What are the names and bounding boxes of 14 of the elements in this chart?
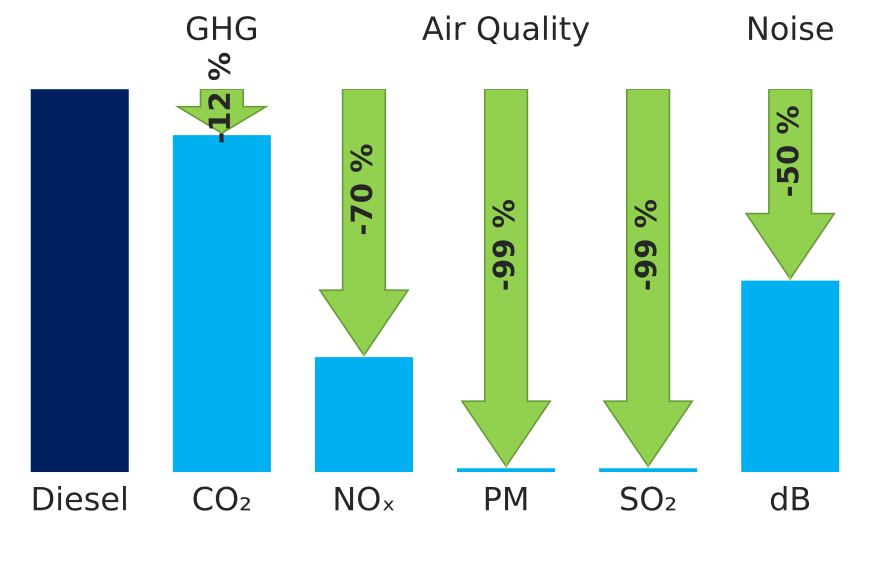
x-tick-label: PM [486,486,526,510]
x-tick-label: CO₂ [194,486,250,511]
annotation: -70 % [350,144,372,234]
text: Air Quality [422,16,590,46]
x-tick-label: dB [770,486,810,511]
annotation: -99 % [492,200,515,290]
x-tick-label: SO₂ [621,486,676,511]
x-tick-label: NOₓ [335,486,394,511]
annotation: -50 % [776,106,799,196]
text: GHG [186,16,256,40]
x-tick-label: Diesel [34,486,126,511]
text: Noise [749,16,833,40]
annotation: -99 % [634,200,657,290]
annotation: -12 % [208,52,230,142]
